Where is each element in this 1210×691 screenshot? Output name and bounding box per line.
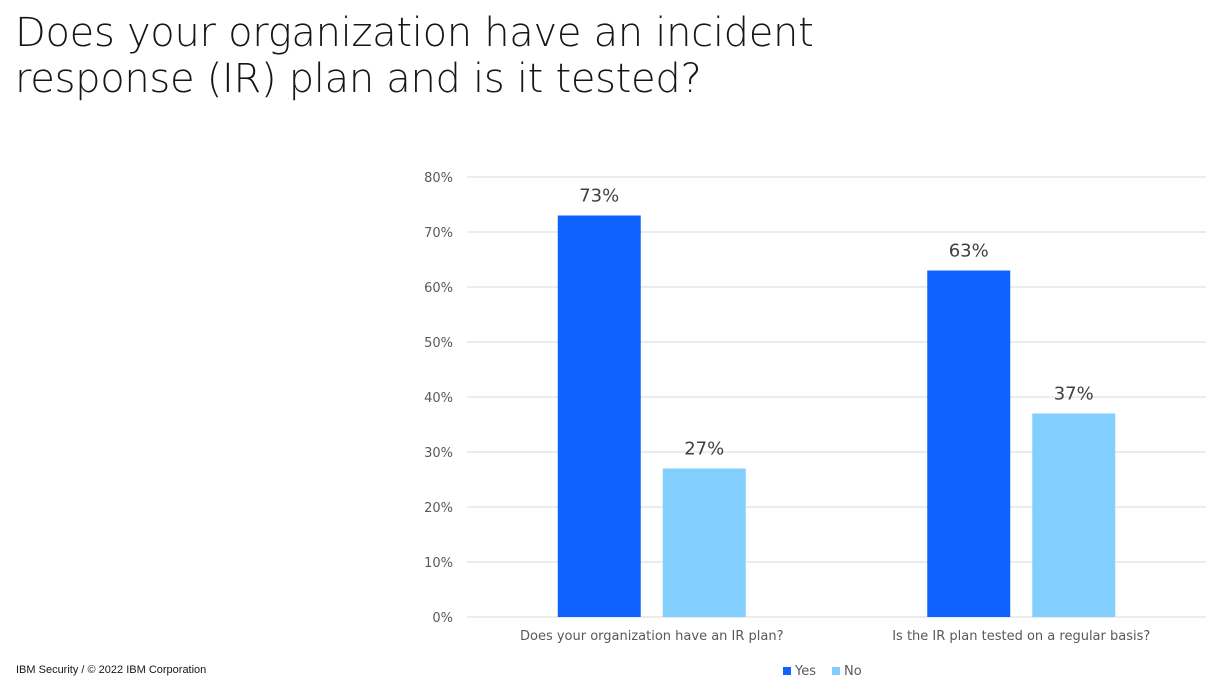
data-label: 27% [684,439,724,460]
legend-swatch-yes [783,667,791,675]
category-label: Does your organization have an IR plan? [520,629,784,644]
slide-title-line-1: Does your organization have an incident [15,10,814,56]
bar-yes [927,270,1011,617]
y-tick-label: 10% [424,556,453,571]
y-tick-label: 40% [424,391,453,406]
legend-swatch-no [832,667,840,675]
category-label: Is the IR plan tested on a regular basis… [892,629,1150,644]
data-label: 37% [1054,384,1094,405]
y-tick-label: 0% [432,611,453,626]
y-tick-label: 30% [424,446,453,461]
y-tick-label: 70% [424,226,453,241]
slide-title: Does your organization have an incident … [15,10,915,102]
legend-label-yes: Yes [794,664,816,679]
y-tick-label: 50% [424,336,453,351]
slide-title-line-2: response (IR) plan and is it tested? [15,56,702,102]
data-label: 73% [579,186,619,207]
bar-yes [557,215,641,617]
y-tick-label: 60% [424,281,453,296]
legend-label-no: No [844,664,862,679]
bar-no [662,468,746,617]
bar-no [1032,413,1116,617]
y-tick-label: 20% [424,501,453,516]
footer-copyright: IBM Security / © 2022 IBM Corporation [16,664,207,676]
y-tick-label: 80% [424,171,453,186]
data-label: 63% [949,241,989,262]
